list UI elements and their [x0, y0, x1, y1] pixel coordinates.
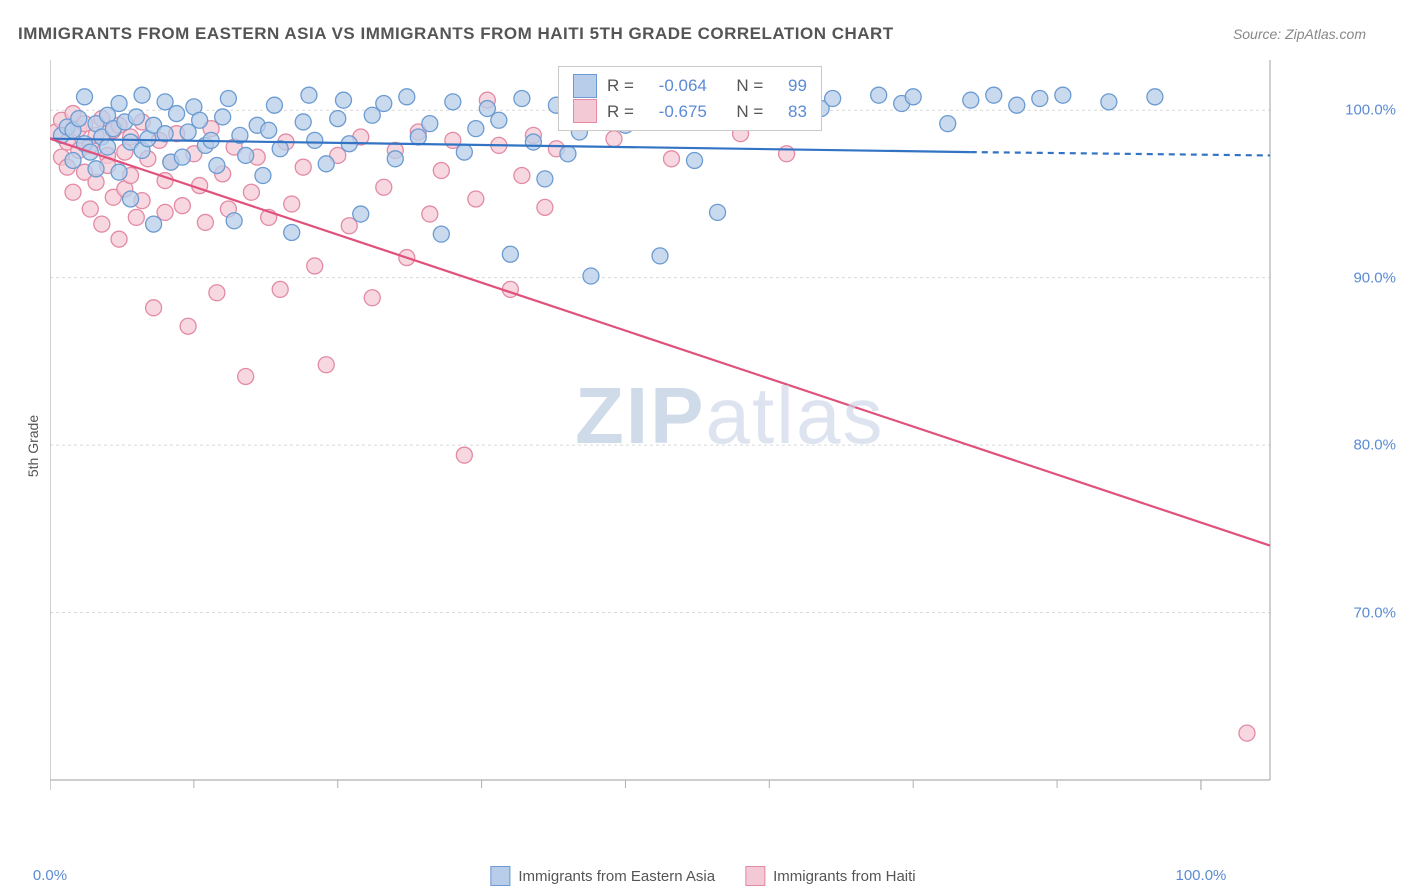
swatch-icon	[745, 866, 765, 886]
x-tick-label: 0.0%	[33, 867, 67, 884]
legend-label: Immigrants from Eastern Asia	[518, 868, 715, 885]
y-tick-label: 70.0%	[1353, 604, 1396, 621]
y-tick-label: 100.0%	[1345, 102, 1396, 119]
scatter-plot	[50, 60, 1340, 810]
stats-row-series-b: R = -0.675 N = 83	[573, 99, 807, 125]
stats-row-series-a: R = -0.064 N = 99	[573, 73, 807, 99]
source-label: Source: ZipAtlas.com	[1233, 26, 1366, 42]
y-tick-label: 90.0%	[1353, 269, 1396, 286]
y-axis-label: 5th Grade	[25, 415, 41, 477]
y-tick-label: 80.0%	[1353, 437, 1396, 454]
legend-item: Immigrants from Eastern Asia	[490, 866, 715, 886]
swatch-icon	[573, 99, 597, 123]
bottom-legend: Immigrants from Eastern Asia Immigrants …	[490, 866, 915, 886]
legend-label: Immigrants from Haiti	[773, 868, 916, 885]
chart-title: IMMIGRANTS FROM EASTERN ASIA VS IMMIGRAN…	[18, 24, 894, 44]
x-tick-label: 100.0%	[1176, 867, 1227, 884]
swatch-icon	[573, 74, 597, 98]
stats-box: R = -0.064 N = 99 R = -0.675 N = 83	[558, 66, 822, 131]
swatch-icon	[490, 866, 510, 886]
legend-item: Immigrants from Haiti	[745, 866, 916, 886]
